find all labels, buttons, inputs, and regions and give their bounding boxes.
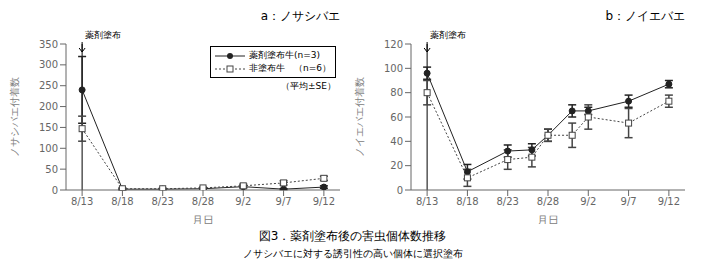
html-text:薬剤塗布牛(n=3): 薬剤塗布牛(n=3)	[249, 50, 320, 60]
svg-text:80: 80	[390, 87, 403, 98]
svg-text:9/7: 9/7	[621, 196, 637, 207]
svg-text:0: 0	[397, 185, 403, 196]
svg-text:350: 350	[39, 39, 58, 50]
svg-text:8/13: 8/13	[416, 196, 438, 207]
svg-text:ノサシバエ付着数: ノサシバエ付着数	[9, 77, 20, 157]
svg-text:0: 0	[52, 185, 58, 196]
svg-text:8/23: 8/23	[151, 196, 173, 207]
svg-text:60: 60	[390, 112, 403, 123]
svg-text:9/12: 9/12	[658, 196, 680, 207]
svg-text:9/7: 9/7	[276, 196, 292, 207]
svg-text:薬剤塗布: 薬剤塗布	[430, 30, 466, 40]
svg-text:8/18: 8/18	[111, 196, 133, 207]
html-text:a：ノサシバエ: a：ノサシバエ	[260, 9, 340, 23]
html-text:（平均±SE）: （平均±SE）	[281, 81, 336, 91]
svg-text:300: 300	[39, 59, 58, 70]
svg-text:150: 150	[39, 122, 58, 133]
html-text:b：ノイエバエ: b：ノイエバエ	[605, 9, 685, 23]
svg-text:8/28: 8/28	[537, 196, 559, 207]
svg-text:ノイエバエ付着数: ノイエバエ付着数	[354, 77, 365, 157]
svg-text:8/23: 8/23	[496, 196, 518, 207]
html-text:非塗布牛 （n=6）: 非塗布牛 （n=6）	[249, 63, 331, 73]
svg-text:薬剤塗布: 薬剤塗布	[85, 30, 121, 40]
svg-text:9/2: 9/2	[235, 196, 251, 207]
svg-text:100: 100	[384, 63, 403, 74]
svg-text:200: 200	[39, 101, 58, 112]
svg-text:9/12: 9/12	[313, 196, 335, 207]
svg-text:月日: 月日	[537, 214, 559, 224]
svg-text:50: 50	[45, 164, 58, 175]
svg-text:20: 20	[390, 160, 403, 171]
svg-text:8/28: 8/28	[192, 196, 214, 207]
svg-text:40: 40	[390, 136, 403, 147]
html-text:ノサシバエに対する誘引性の高い個体に選択塗布: ノサシバエに対する誘引性の高い個体に選択塗布	[242, 248, 463, 259]
svg-text:120: 120	[384, 39, 403, 50]
svg-text:250: 250	[39, 80, 58, 91]
html-text:図3．薬剤塗布後の害虫個体数推移: 図3．薬剤塗布後の害虫個体数推移	[258, 229, 447, 243]
svg-text:月日: 月日	[192, 214, 214, 224]
svg-text:8/18: 8/18	[456, 196, 478, 207]
svg-text:8/13: 8/13	[71, 196, 93, 207]
svg-text:100: 100	[39, 143, 58, 154]
svg-text:9/2: 9/2	[580, 196, 596, 207]
